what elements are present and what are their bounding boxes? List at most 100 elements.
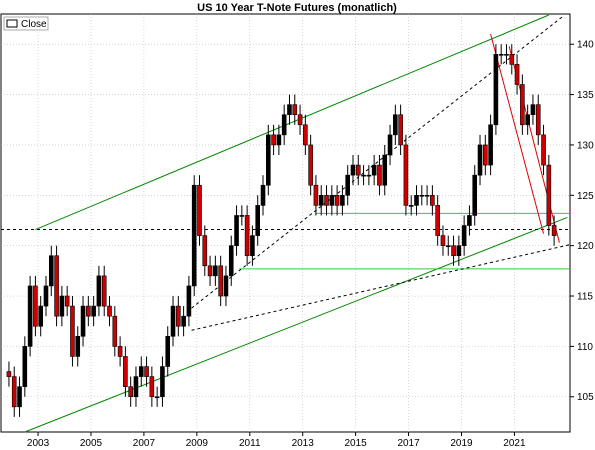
candle-body [107,305,112,317]
candle-body [424,195,430,197]
y-tick-label: 120 [577,241,594,252]
candle-body [334,195,340,206]
candle-body [213,265,218,277]
candle-body [483,144,488,166]
candle-body [70,305,75,357]
candle-body [197,184,202,236]
candle-body [239,215,245,217]
candle-body [6,371,12,377]
x-tick-label: 2011 [239,438,261,449]
annotation-lines [1,14,571,433]
candle-body [498,53,504,56]
candle-body [303,124,308,146]
candle-body [244,215,250,257]
candle-body [451,245,456,257]
x-tick-label: 2009 [186,438,209,449]
chart-title: US 10 Year T-Note Futures (monatlich) [197,2,397,14]
candle-body [48,255,54,287]
y-axis: 105 110 115 120 125 130 135 140 [570,40,594,403]
candle-body [96,275,102,307]
candle-body [228,245,234,277]
x-tick-label: 2021 [503,438,526,449]
candle-body [75,336,81,357]
channel-line [24,216,568,433]
candle-body [59,295,65,317]
candle-body [514,64,520,85]
legend: Close [3,16,49,31]
y-tick-label: 140 [577,40,594,51]
candle-body [525,114,530,126]
candle-body [128,386,133,398]
candle-body [477,144,483,176]
candle-body [123,356,128,387]
candle-body [313,184,319,206]
candle-body [403,144,409,206]
candle-body [329,195,335,206]
candle-body [345,174,350,196]
candle-body [101,275,107,307]
candle-body [223,275,229,297]
candle-body [551,225,557,236]
candle-body [234,215,239,246]
x-tick-label: 2019 [450,438,473,449]
candle-body [191,184,197,287]
candle-body [472,174,478,216]
legend-swatch [6,19,18,28]
candle-body [80,305,86,337]
candle-body [265,134,271,186]
candle-body [456,245,462,257]
candle-body [324,195,329,206]
candle-body [361,174,366,177]
candle-body [366,174,372,177]
candle-body [398,114,403,146]
candle-body [33,285,38,327]
candle-body [218,265,223,297]
y-tick-label: 115 [577,292,593,303]
candle-body [297,114,303,126]
candle-body [340,195,345,206]
candle-body [541,134,546,166]
candle-body [292,104,298,116]
candle-body [493,53,499,126]
candle-body [17,386,22,408]
plot-frame [0,13,571,433]
candle-body [382,154,388,186]
candle-body [318,195,324,206]
candle-body [11,376,17,408]
candle-body [160,366,165,398]
candle-body [488,124,493,166]
candles [6,44,557,417]
candle-body [440,235,446,246]
candle-body [64,295,70,307]
candle-body [54,255,59,317]
candle-body [170,305,176,337]
y-tick-label: 110 [577,342,593,353]
legend-label: Close [21,19,47,30]
x-tick-label: 2005 [80,438,103,449]
candle-body [260,184,266,206]
candle-body [355,164,361,176]
y-tick-label: 125 [577,191,594,202]
x-tick-label: 2015 [345,438,368,449]
candle-body [530,104,536,116]
candle-body [435,205,440,236]
candle-body [202,235,208,267]
candle-body [350,164,356,176]
candle-body [546,164,552,226]
candle-body [43,285,49,307]
downtrend-line [490,34,545,234]
candle-body [250,235,255,257]
candle-body [414,195,419,206]
candle-body [387,134,393,156]
channel-line [35,14,550,231]
candle-body [467,215,472,226]
candle-body [504,53,509,56]
candle-body [419,195,425,197]
x-tick-label: 2013 [292,438,315,449]
candle-body [176,305,181,327]
dashed-line [191,244,571,331]
candle-body [255,205,261,236]
y-tick-label: 135 [577,90,594,101]
candle-body [154,396,160,399]
